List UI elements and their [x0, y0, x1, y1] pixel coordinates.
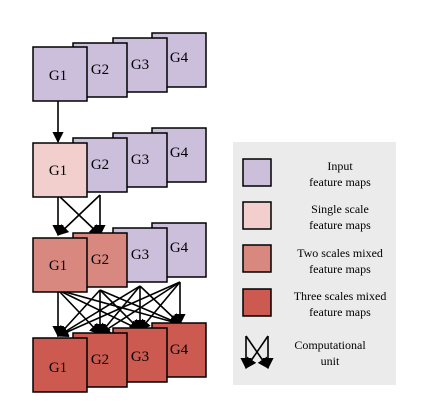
- legend-panel: Input feature maps Single scale feature …: [233, 142, 396, 385]
- legend-item-two: Two scales mixed feature maps: [242, 244, 383, 276]
- legend-single-line1: Single scale: [311, 202, 369, 216]
- legend-swatch-three: [242, 288, 272, 317]
- legend-item-computational-unit: Computational unit: [240, 335, 366, 370]
- row2-g1-box: [32, 142, 88, 198]
- row2-g3-label: G3: [131, 152, 149, 168]
- legend-three-line1: Three scales mixed: [294, 289, 387, 303]
- legend-item-input: Input feature maps: [242, 158, 371, 189]
- legend-two-line2: feature maps: [309, 262, 371, 276]
- row-input-feature-maps: G4 G3 G2 G1: [32, 32, 207, 102]
- legend-single-line2: feature maps: [309, 218, 371, 232]
- row4-g1-box: [32, 337, 88, 393]
- legend-item-single: Single scale feature maps: [242, 201, 371, 232]
- row-single-scale: G4 G3 G2 G1: [32, 127, 207, 198]
- row3-g1-box: [32, 237, 88, 293]
- row1-g2-label: G2: [91, 62, 109, 78]
- row2-g2-label: G2: [91, 157, 109, 173]
- legend-three-line2: feature maps: [309, 305, 371, 319]
- row4-g1-label: G1: [49, 360, 67, 376]
- row3-g1-label: G1: [49, 258, 67, 274]
- arrows-row2-to-row3: [52, 194, 106, 237]
- row4-g4-label: G4: [170, 342, 189, 358]
- row1-g4-label: G4: [170, 50, 189, 66]
- legend-swatch-two: [242, 244, 272, 273]
- row1-g3-label: G3: [131, 57, 149, 73]
- arrows-row3-to-row4: [52, 281, 186, 338]
- legend-two-line1: Two scales mixed: [297, 246, 383, 260]
- row1-g1-label: G1: [49, 68, 67, 84]
- row2-g1-label: G1: [49, 163, 67, 179]
- legend-unit-line1: Computational: [294, 338, 366, 352]
- legend-item-three: Three scales mixed feature maps: [242, 288, 387, 319]
- row1-g1-box: [32, 46, 88, 102]
- legend-unit-line2: unit: [321, 354, 340, 368]
- legend-swatch-single: [242, 201, 272, 230]
- row-two-scales-mixed: G4 G3 G2 G1: [32, 222, 207, 293]
- legend-swatch-input: [242, 158, 272, 187]
- legend-input-line1: Input: [327, 159, 353, 173]
- row3-g4-label: G4: [170, 240, 189, 256]
- computational-unit-icon: [240, 335, 274, 370]
- legend-input-line2: feature maps: [309, 175, 371, 189]
- row3-g2-label: G2: [91, 252, 109, 268]
- row-three-scales-mixed: G4 G3 G2 G1: [32, 322, 207, 393]
- row4-g3-label: G3: [131, 349, 149, 365]
- row4-g2-label: G2: [91, 352, 109, 368]
- row2-g4-label: G4: [170, 145, 189, 161]
- row3-g3-label: G3: [131, 247, 149, 263]
